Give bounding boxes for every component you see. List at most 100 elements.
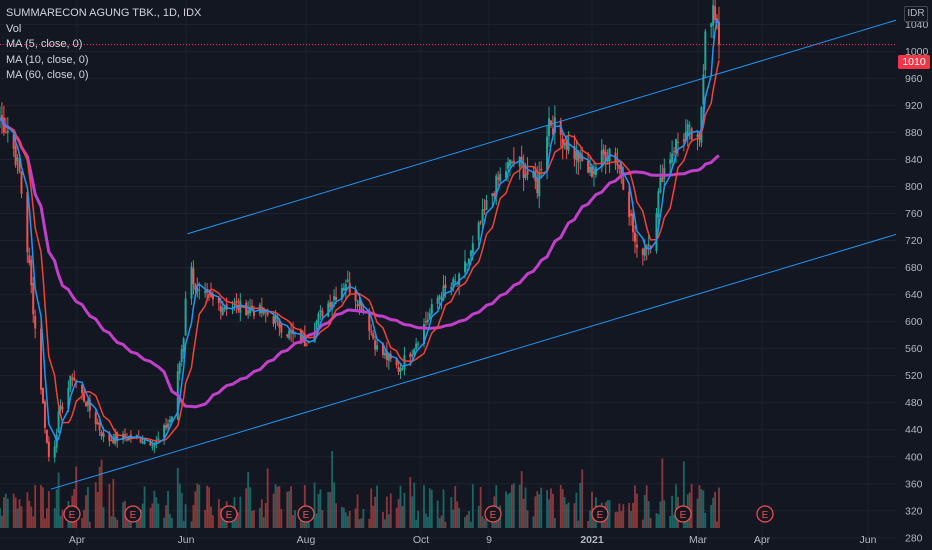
- candle-body-60: [163, 424, 166, 438]
- volume-bar-70: [190, 521, 193, 528]
- volume-bar-20: [53, 508, 56, 528]
- candle-body-100: [272, 316, 275, 324]
- candle-body-57: [153, 443, 156, 447]
- candle-body-180: [491, 193, 494, 197]
- volume-bar-217: [591, 491, 593, 528]
- volume-bar-165: [450, 497, 453, 528]
- candle-body-201: [548, 118, 551, 137]
- candle-body-30: [81, 384, 84, 393]
- ma60-label[interactable]: MA (60, close, 0): [6, 69, 89, 81]
- candle-body-127: [344, 284, 347, 291]
- volume-bar-256: [698, 485, 701, 528]
- volume-bar-255: [696, 498, 699, 528]
- moving-averages: [0, 18, 720, 445]
- candle-body-250: [682, 139, 685, 142]
- earnings-marker-label-6: E: [680, 510, 687, 521]
- volume-bar-81: [219, 508, 222, 528]
- candle-body-80: [217, 297, 220, 304]
- volume-bar-3: [4, 493, 7, 528]
- candle-body-110: [299, 330, 302, 344]
- price-axis-bg: [896, 0, 932, 550]
- candle-body-186: [506, 162, 509, 169]
- volume-bar-94: [253, 510, 255, 528]
- candle-body-177: [481, 209, 484, 222]
- volume-bar-102: [276, 486, 279, 528]
- volume-bar-122: [331, 450, 334, 528]
- candle-body-148: [401, 368, 404, 370]
- channel-lower-line: [50, 223, 932, 490]
- volume-bar-29: [75, 466, 78, 528]
- candle-body-124: [335, 296, 338, 300]
- candle-body-259: [704, 31, 707, 71]
- volume-bar-177: [481, 516, 484, 528]
- volume-bar-7: [16, 508, 19, 528]
- candle-body-199: [540, 168, 543, 171]
- volume-bar-45: [122, 502, 124, 528]
- candle-body-260: [710, 23, 713, 27]
- y-tick-label-18: 1000: [905, 46, 929, 58]
- volume-bar-188: [510, 484, 513, 528]
- volume-bar-1: [1, 515, 3, 528]
- volume-bar-40: [108, 484, 111, 528]
- volume-bar-153: [415, 519, 418, 528]
- volume-bar-206: [561, 489, 564, 528]
- candle-body-19: [47, 441, 50, 457]
- candle-body-141: [383, 352, 386, 356]
- volume-bar-251: [684, 516, 687, 528]
- candle-body-211: [575, 150, 578, 161]
- candle-body-212: [577, 151, 580, 163]
- candle-body-41: [110, 440, 113, 442]
- volume-bar-241: [657, 514, 660, 528]
- candle-body-137: [372, 333, 375, 339]
- candle-body-35: [94, 412, 97, 425]
- time-axis[interactable]: Apr Jun Aug Oct 9 2021 Mar Apr Jun: [69, 534, 877, 546]
- candle-body-221: [602, 149, 605, 155]
- candle-body-151: [411, 354, 414, 357]
- volume-bar-58: [155, 497, 158, 528]
- currency-label[interactable]: IDR: [904, 6, 928, 22]
- volume-bar-238: [647, 501, 650, 528]
- price-axis[interactable]: 280 320 360 400 440 480 520 560 600 640 680 720 760 8…: [896, 0, 932, 550]
- volume-bar-129: [348, 510, 351, 528]
- candle-body-12: [30, 259, 33, 286]
- volume-bar-136: [370, 488, 373, 528]
- candle-body-10: [26, 192, 29, 253]
- candle-body-105: [286, 334, 289, 337]
- volume-bar-192: [522, 498, 525, 528]
- volume-bar-91: [247, 471, 250, 528]
- volume-indicator-label[interactable]: Vol: [6, 22, 22, 35]
- candle-body-193: [524, 174, 527, 178]
- volume-bar-186: [507, 494, 509, 528]
- ma10-label[interactable]: MA (10, close, 0): [6, 53, 89, 66]
- candle-body-32: [84, 402, 87, 407]
- candle-body-171: [465, 264, 468, 266]
- ma5-label[interactable]: MA (5, close, 0): [6, 38, 83, 50]
- volume-bar-13: [32, 516, 35, 528]
- y-tick-label-6: 520: [905, 370, 923, 382]
- volume-bar-233: [634, 485, 636, 528]
- symbol-title[interactable]: SUMMARECON AGUNG TBK., 1D, IDX: [6, 7, 202, 19]
- candle-body-17: [43, 401, 46, 428]
- candle-body-94: [252, 311, 255, 316]
- volume-bar-236: [643, 494, 646, 528]
- volume-bar-261: [712, 497, 715, 528]
- volume-bar-76: [206, 485, 209, 528]
- candle-body-192: [522, 162, 525, 179]
- candle-body-181: [493, 193, 496, 197]
- volume-bar-63: [169, 513, 171, 528]
- ma60-line: [0, 117, 720, 409]
- volume-bar-162: [440, 515, 443, 528]
- candle-body-126: [342, 287, 345, 291]
- volume-bar-50: [135, 517, 138, 528]
- candle-body-243: [661, 177, 664, 183]
- volume-bar-8: [18, 499, 21, 528]
- candle-body-230: [628, 191, 631, 217]
- volume-bar-190: [518, 484, 521, 528]
- candle-body-78: [210, 292, 213, 297]
- volume-bar-160: [436, 500, 439, 528]
- candle-body-152: [413, 348, 416, 355]
- volume-bar-163: [442, 489, 445, 528]
- volume-bar-155: [423, 485, 425, 528]
- volume-bar-117: [317, 493, 320, 528]
